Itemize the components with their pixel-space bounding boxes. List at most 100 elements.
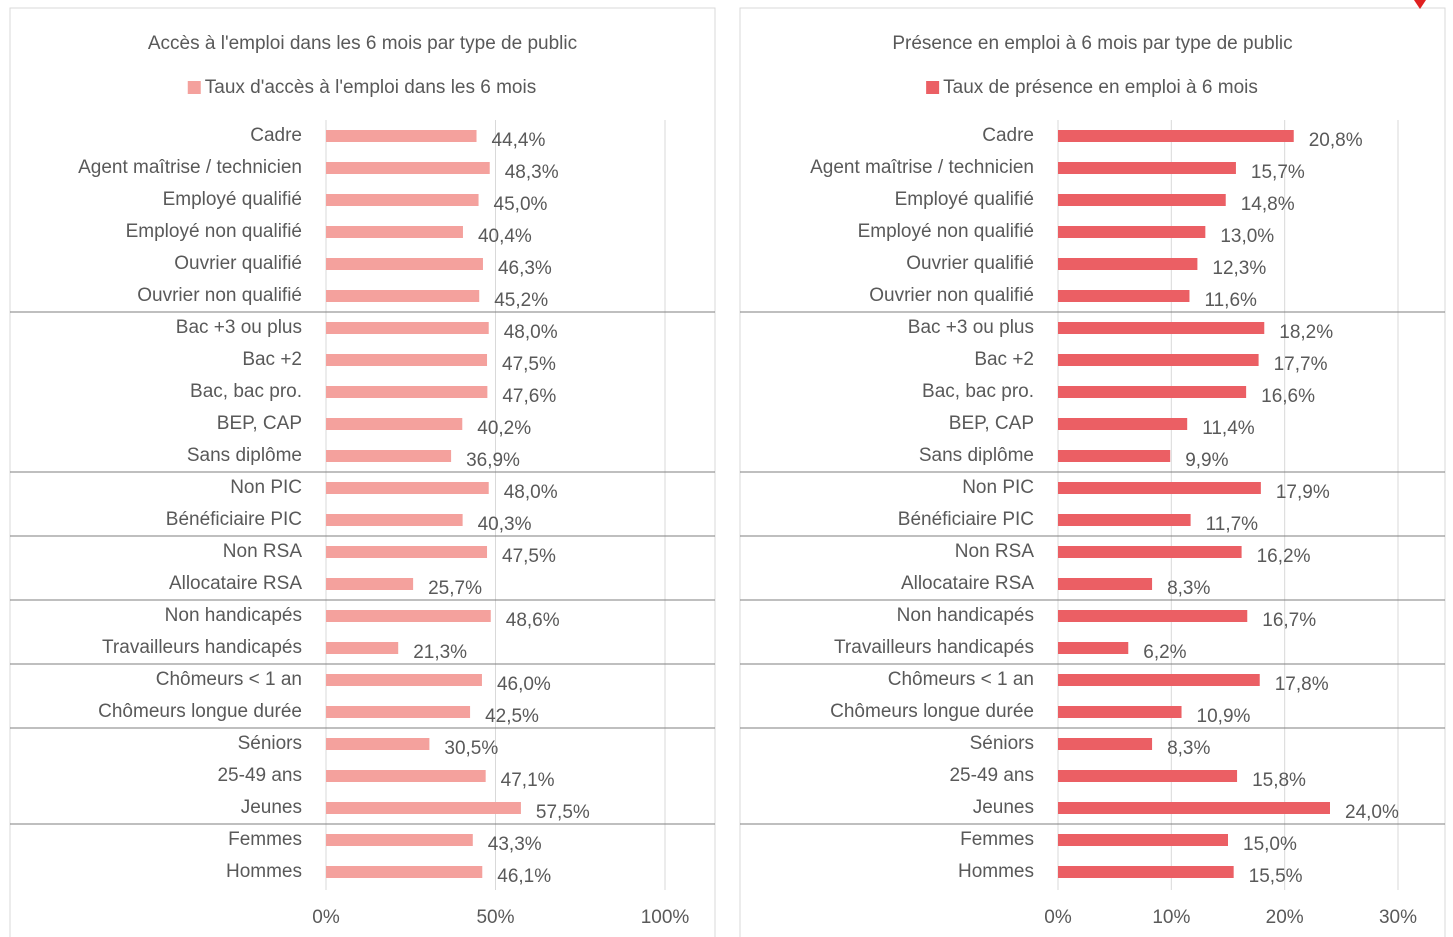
data-label: 9,9%: [1185, 450, 1228, 471]
data-label: 15,0%: [1243, 834, 1297, 855]
bar: [326, 226, 463, 238]
data-label: 42,5%: [485, 706, 539, 727]
data-label: 16,6%: [1261, 386, 1315, 407]
data-label: 45,0%: [494, 194, 548, 215]
panel: [739, 7, 1446, 937]
y-tick-label: Hommes: [226, 861, 302, 882]
y-tick-label: Bac +3 ou plus: [176, 317, 302, 338]
data-label: 8,3%: [1167, 738, 1210, 759]
data-label: 48,0%: [504, 322, 558, 343]
y-tick-label: Bac, bac pro.: [922, 381, 1034, 402]
bar: [1058, 802, 1330, 814]
y-tick-label: Ouvrier non qualifié: [869, 285, 1034, 306]
bar: [326, 386, 488, 398]
y-tick-label: Travailleurs handicapés: [102, 637, 302, 658]
y-tick-label: Employé non qualifié: [858, 221, 1034, 242]
x-tick-label: 0%: [1044, 907, 1072, 928]
bar: [326, 802, 521, 814]
x-tick-label: 0%: [312, 907, 340, 928]
y-tick-label: Chômeurs longue durée: [830, 701, 1034, 722]
data-label: 43,3%: [488, 834, 542, 855]
bar: [326, 642, 399, 654]
y-tick-label: Séniors: [238, 733, 302, 754]
bar: [326, 674, 482, 686]
bar: [1058, 674, 1260, 686]
y-tick-label: BEP, CAP: [217, 413, 302, 434]
bar: [1058, 418, 1188, 430]
y-tick-label: Allocataire RSA: [169, 573, 302, 594]
data-label: 45,2%: [494, 290, 548, 311]
x-tick-label: 50%: [476, 907, 514, 928]
y-tick-label: Jeunes: [973, 797, 1034, 818]
data-label: 15,7%: [1251, 162, 1305, 183]
y-tick-label: BEP, CAP: [949, 413, 1034, 434]
data-label: 15,8%: [1252, 770, 1306, 791]
bar: [1058, 450, 1171, 462]
bar: [326, 514, 463, 526]
bar: [1058, 258, 1198, 270]
y-tick-label: Cadre: [982, 125, 1034, 146]
y-tick-label: Bac +2: [242, 349, 302, 370]
y-tick-label: Hommes: [958, 861, 1034, 882]
y-tick-label: Agent maîtrise / technicien: [810, 157, 1034, 178]
bar: [1058, 226, 1206, 238]
data-label: 21,3%: [413, 642, 467, 663]
data-label: 47,5%: [502, 546, 556, 567]
bar: [1058, 322, 1265, 334]
bar: [326, 354, 488, 366]
y-tick-label: Employé non qualifié: [126, 221, 302, 242]
bar: [1058, 482, 1261, 494]
bar: [1058, 290, 1190, 302]
y-tick-label: Chômeurs < 1 an: [156, 669, 302, 690]
bar: [1058, 194, 1226, 206]
bar: [326, 194, 479, 206]
bar: [1058, 834, 1228, 846]
x-tick-label: 10%: [1152, 907, 1190, 928]
data-label: 20,8%: [1309, 130, 1363, 151]
bar: [326, 706, 471, 718]
bar: [1058, 642, 1129, 654]
y-tick-label: Séniors: [970, 733, 1034, 754]
bar: [1058, 610, 1248, 622]
data-label: 11,6%: [1204, 290, 1257, 311]
data-label: 30,5%: [444, 738, 498, 759]
bar: [326, 770, 486, 782]
y-tick-label: 25-49 ans: [949, 765, 1034, 786]
y-tick-label: Cadre: [250, 125, 302, 146]
data-label: 24,0%: [1345, 802, 1399, 823]
y-tick-label: Agent maîtrise / technicien: [78, 157, 302, 178]
data-label: 40,4%: [478, 226, 532, 247]
bar: [326, 866, 483, 878]
data-label: 48,0%: [504, 482, 558, 503]
data-label: 15,5%: [1249, 866, 1303, 887]
data-label: 16,2%: [1257, 546, 1311, 567]
y-tick-label: Employé qualifié: [163, 189, 302, 210]
y-tick-label: Femmes: [228, 829, 302, 850]
bar: [326, 738, 430, 750]
data-label: 17,7%: [1274, 354, 1328, 375]
bar: [326, 450, 452, 462]
data-label: 11,7%: [1206, 514, 1259, 535]
data-label: 17,8%: [1275, 674, 1329, 695]
data-label: 36,9%: [466, 450, 520, 471]
y-tick-label: Chômeurs longue durée: [98, 701, 302, 722]
data-label: 17,9%: [1276, 482, 1330, 503]
legend-label: Taux de présence en emploi à 6 mois: [943, 77, 1258, 98]
bar: [1058, 130, 1294, 142]
bar: [326, 610, 491, 622]
bar: [326, 482, 489, 494]
data-label: 48,3%: [505, 162, 559, 183]
y-tick-label: Bac +3 ou plus: [908, 317, 1034, 338]
legend-swatch: [187, 81, 201, 94]
y-tick-label: Jeunes: [241, 797, 302, 818]
data-label: 40,2%: [477, 418, 531, 439]
bar: [326, 162, 490, 174]
y-tick-label: Allocataire RSA: [901, 573, 1034, 594]
bar: [1058, 546, 1242, 558]
data-label: 6,2%: [1143, 642, 1186, 663]
bar: [1058, 866, 1234, 878]
y-tick-label: Non PIC: [962, 477, 1034, 498]
bar: [326, 322, 489, 334]
y-tick-label: Bénéficiaire PIC: [898, 509, 1034, 530]
y-tick-label: Non RSA: [223, 541, 303, 562]
